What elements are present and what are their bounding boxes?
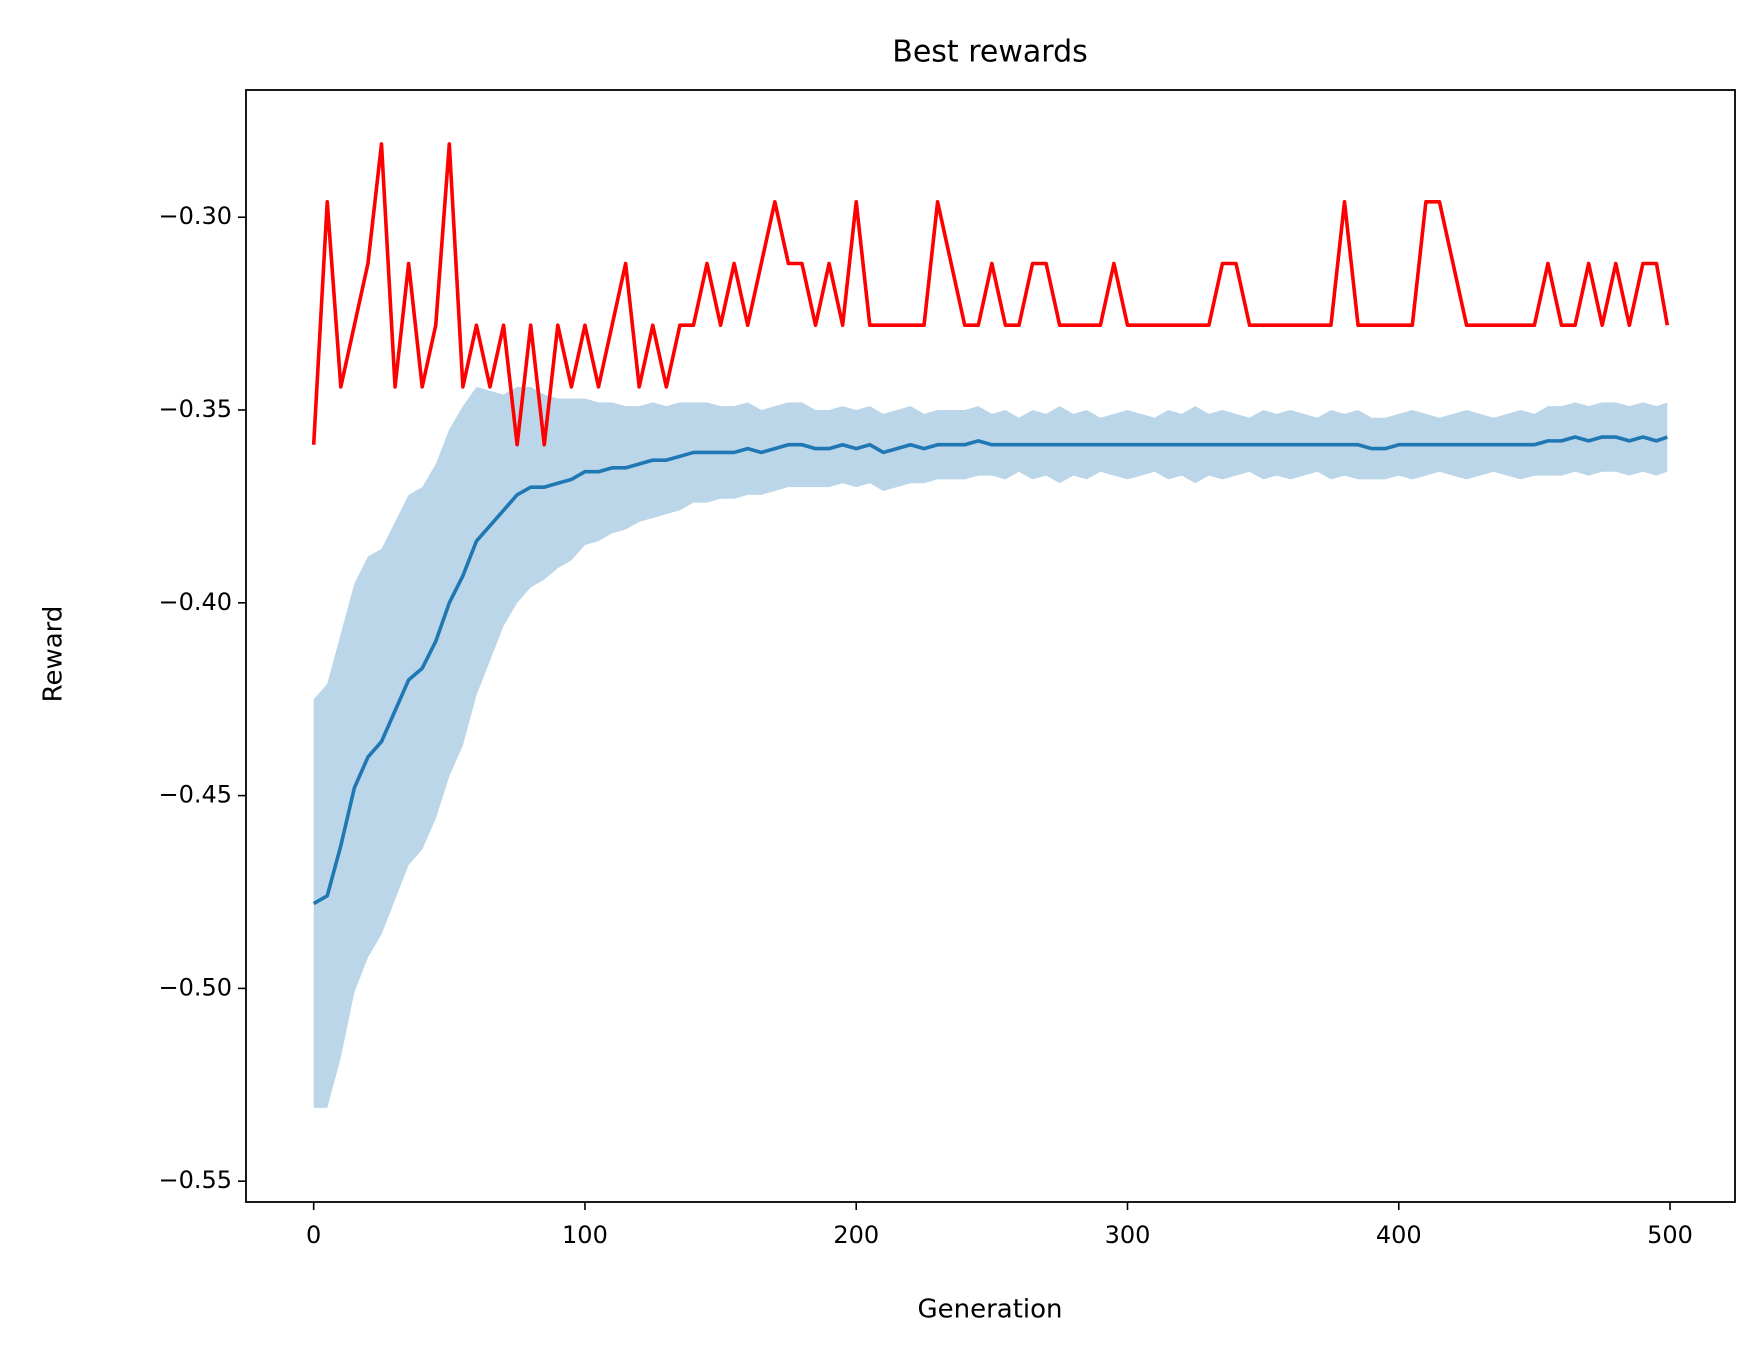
x-tick-label: 400 <box>1376 1221 1422 1249</box>
chart-title: Best rewards <box>892 35 1088 70</box>
x-axis-label: Generation <box>917 1295 1062 1325</box>
y-tick-label: −0.35 <box>158 395 232 423</box>
y-tick-label: −0.40 <box>158 588 232 616</box>
plot-area <box>311 142 1670 1108</box>
y-axis-label: Reward <box>39 606 69 703</box>
x-tick-label: 0 <box>306 1221 321 1249</box>
y-tick-label: −0.45 <box>158 781 232 809</box>
y-tick-label: −0.30 <box>158 202 232 230</box>
x-tick-label: 100 <box>562 1221 608 1249</box>
x-tick-label: 300 <box>1105 1221 1151 1249</box>
series-line <box>312 435 1668 906</box>
x-tick-label: 200 <box>833 1221 879 1249</box>
x-tick-label: 500 <box>1647 1221 1693 1249</box>
series-line <box>311 142 1670 447</box>
plot-frame <box>245 89 1736 1203</box>
confidence-band <box>313 386 1668 1108</box>
y-tick-label: −0.55 <box>158 1166 232 1194</box>
y-tick-label: −0.50 <box>158 973 232 1001</box>
